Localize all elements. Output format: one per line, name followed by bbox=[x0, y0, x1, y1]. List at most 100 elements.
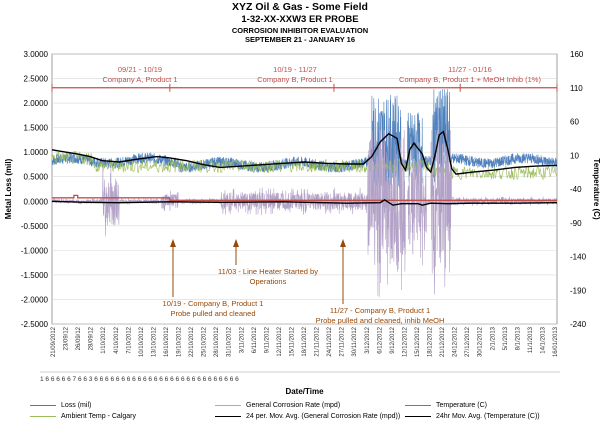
y-tick-label-left: 2.0000 bbox=[24, 99, 49, 108]
y-tick-label-right: -90 bbox=[570, 219, 582, 228]
y-axis-title-left: Metal Loss (mil) bbox=[4, 158, 13, 219]
annotation-period-dates: 11/27 - 01/16 bbox=[448, 65, 492, 74]
legend-item-corrosion-mov-avg: 24 per. Mov. Avg. (General Corrosion Rat… bbox=[215, 413, 400, 420]
series-temperature bbox=[51, 89, 558, 189]
annotation-event-desc: Operations bbox=[250, 277, 287, 286]
x-tick-label: 18/12/2012 bbox=[428, 326, 434, 357]
y-tick-label-left: -2.5000 bbox=[21, 320, 49, 329]
x-tick-label: 22/10/2012 bbox=[189, 326, 195, 357]
x-tick-label: 18/11/2012 bbox=[302, 326, 308, 356]
x-tick-label: 1/10/2012 bbox=[101, 326, 107, 353]
legend-swatch bbox=[215, 405, 241, 406]
x-tick-label: 12/12/2012 bbox=[402, 326, 408, 357]
x-tick-label: 10/10/2012 bbox=[139, 326, 145, 357]
annotation-arrow-head bbox=[233, 239, 239, 247]
x-tick-label: 6/11/2012 bbox=[252, 326, 258, 353]
y-tick-label-right: -190 bbox=[570, 286, 587, 295]
x-tick-label: 13/10/2012 bbox=[151, 326, 157, 357]
y-tick-label-right: -40 bbox=[570, 185, 582, 194]
series-corrosion-mov-avg bbox=[51, 198, 558, 206]
annotation-period-dates: 10/19 - 11/27 bbox=[273, 65, 317, 74]
x-tick-label: 15/12/2012 bbox=[415, 326, 421, 357]
series-corrosion-rate bbox=[51, 129, 558, 297]
x-tick-label: 14/1/2013 bbox=[540, 326, 546, 353]
legend-label: 24 per. Mov. Avg. (General Corrosion Rat… bbox=[246, 413, 401, 420]
annotation-arrow-head bbox=[340, 239, 346, 247]
chart-subtitle-2: CORROSION INHIBITOR EVALUATION bbox=[231, 26, 369, 35]
x-tick-label: 21/12/2012 bbox=[440, 326, 446, 357]
y-tick-label-right: 60 bbox=[570, 118, 579, 127]
x-tick-label: 24/12/2012 bbox=[453, 326, 459, 357]
chart-subtitle-3: SEPTEMBER 21 - JANUARY 16 bbox=[244, 35, 356, 44]
y-tick-label-left: -1.5000 bbox=[21, 271, 49, 280]
legend-swatch bbox=[405, 416, 431, 417]
annotation-event-desc: Probe pulled and cleaned, inhib MeOH bbox=[316, 316, 445, 325]
x-tick-label: 27/11/2012 bbox=[340, 326, 346, 356]
y-tick-label-right: 10 bbox=[570, 151, 579, 160]
annotation-event-title: 11/27 - Company B, Product 1 bbox=[330, 306, 430, 315]
annotation-event-desc: Probe pulled and cleaned bbox=[170, 309, 255, 318]
series-loss bbox=[52, 194, 557, 201]
y-tick-label-left: 0.5000 bbox=[24, 173, 49, 182]
x-tick-label: 30/11/2012 bbox=[352, 326, 358, 356]
legend-swatch bbox=[30, 405, 56, 406]
y-tick-label-left: 0.0000 bbox=[24, 197, 49, 206]
annotation-event-title: 11/03 - Line Heater Started by bbox=[218, 267, 318, 276]
legend-label: 24hr Mov. Avg. (Temperature (C)) bbox=[436, 413, 540, 420]
legend-item-ambient-temp: Ambient Temp - Calgary bbox=[30, 413, 136, 420]
plot-area bbox=[51, 53, 558, 325]
legend-item-temp-mov-avg: 24hr Mov. Avg. (Temperature (C)) bbox=[405, 413, 540, 420]
legend-label: Ambient Temp - Calgary bbox=[61, 413, 136, 420]
legend-swatch bbox=[30, 416, 56, 417]
series-ambient-temp bbox=[51, 150, 558, 181]
chart-title: XYZ Oil & Gas - Some Field bbox=[232, 1, 368, 13]
legend-item-temperature: Temperature (C) bbox=[405, 402, 487, 409]
annotation-arrow-head bbox=[170, 239, 176, 247]
x-tick-label: 15/11/2012 bbox=[289, 326, 295, 356]
y-axis-title-right: Temperature (C) bbox=[592, 158, 600, 220]
y-tick-label-left: 2.5000 bbox=[24, 75, 49, 84]
y-tick-label-right: 160 bbox=[570, 50, 584, 59]
x-tick-label: 9/12/2012 bbox=[390, 326, 396, 353]
legend-label: Loss (mil) bbox=[61, 402, 92, 409]
y-tick-label-left: -1.0000 bbox=[21, 246, 49, 255]
y-tick-label-left: -2.0000 bbox=[21, 295, 49, 304]
y-tick-label-right: -240 bbox=[570, 320, 587, 329]
x-tick-label: 2/1/2013 bbox=[490, 326, 496, 350]
y-tick-label-right: -140 bbox=[570, 253, 587, 262]
y-tick-label-left: 3.0000 bbox=[24, 50, 49, 59]
legend-label: Temperature (C) bbox=[436, 402, 487, 409]
x-tick-label: 28/09/12 bbox=[89, 326, 95, 350]
x-tick-label: 21/11/2012 bbox=[315, 326, 321, 356]
chart-legend: Loss (mil) General Corrosion Rate (mpd) … bbox=[0, 398, 600, 426]
x-tick-label: 25/10/2012 bbox=[202, 326, 208, 357]
x-tick-label: 24/11/2012 bbox=[327, 326, 333, 356]
x-tick-label: 23/09/12 bbox=[64, 326, 70, 350]
legend-swatch bbox=[215, 416, 241, 417]
x-tick-label: 8/1/2013 bbox=[515, 326, 521, 350]
x-tick-label: 16/01/2013 bbox=[553, 326, 559, 357]
x-axis-title: Date/Time bbox=[285, 387, 324, 396]
x-tick-label: 9/11/2012 bbox=[264, 326, 270, 353]
x-tick-label: 7/10/2012 bbox=[126, 326, 132, 353]
x-tick-label: 4/10/2012 bbox=[114, 326, 120, 353]
annotation-period-desc: Company B, Product 1 + MeOH Inhib (1%) bbox=[399, 75, 541, 84]
x-tick-label: 19/10/2012 bbox=[177, 326, 183, 357]
x-tick-label: 30/12/2012 bbox=[478, 326, 484, 357]
legend-swatch bbox=[405, 405, 431, 406]
x-tick-label: 27/12/2012 bbox=[465, 326, 471, 357]
x-tick-label: 5/1/2013 bbox=[503, 326, 509, 350]
series-temp-mov-avg bbox=[51, 130, 558, 175]
legend-item-corrosion-rate: General Corrosion Rate (mpd) bbox=[215, 402, 340, 409]
x-tick-label: 21/09/2012 bbox=[51, 326, 57, 357]
x-tick-label: 11/1/2013 bbox=[528, 326, 534, 353]
chart-subtitle: 1-32-XX-XXW3 ER PROBE bbox=[241, 14, 359, 25]
annotation-event-title: 10/19 - Company B, Product 1 bbox=[163, 299, 264, 308]
x-tick-label: 28/10/2012 bbox=[214, 326, 220, 357]
x-axis-secondary-labels: 1 6 6 6 6 6 7 6 6 3 6 6 6 6 6 6 6 6 6 6 … bbox=[40, 376, 239, 383]
x-tick-label: 3/12/2012 bbox=[365, 326, 371, 353]
x-tick-label: 6/12/2012 bbox=[377, 326, 383, 353]
annotation-period-desc: Company A, Product 1 bbox=[102, 75, 177, 84]
annotation-period-desc: Company B, Product 1 bbox=[257, 75, 332, 84]
legend-item-loss: Loss (mil) bbox=[30, 402, 91, 409]
